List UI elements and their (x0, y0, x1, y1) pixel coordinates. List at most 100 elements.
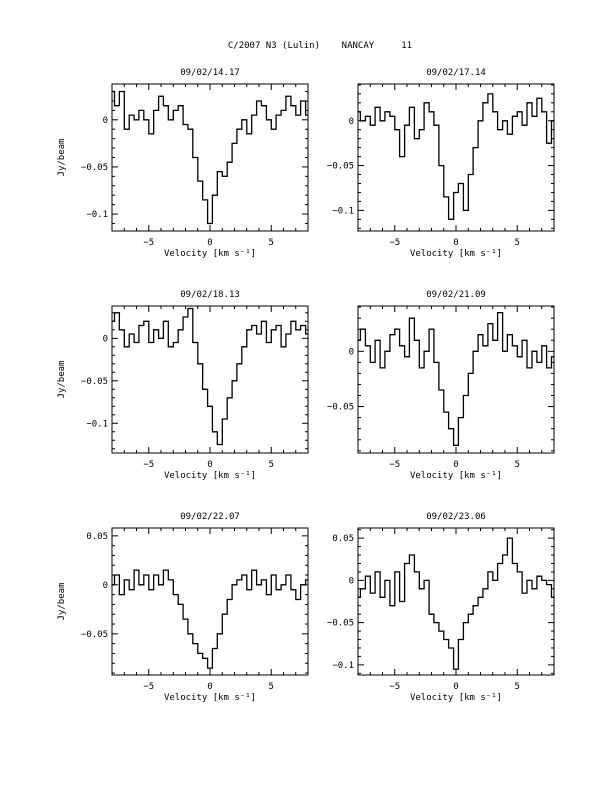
data-point (155, 109, 157, 111)
data-point (533, 115, 536, 117)
data-point (145, 320, 147, 322)
data-point (421, 588, 423, 590)
data-point (509, 133, 511, 135)
data-point (450, 218, 452, 220)
data-point (548, 584, 550, 586)
data-point (204, 657, 206, 659)
x-tick-label: 0 (453, 682, 458, 692)
data-point (494, 111, 496, 113)
data-point (170, 579, 172, 581)
data-point (357, 596, 359, 598)
panel-title: 09/02/23.06 (426, 512, 486, 522)
data-point (243, 346, 245, 348)
data-point (126, 346, 128, 348)
spectrum-line (358, 93, 554, 220)
data-point (273, 574, 275, 576)
data-point (111, 584, 113, 586)
data-point (538, 97, 540, 99)
data-point (367, 575, 369, 577)
data-point (440, 165, 442, 167)
data-point (126, 579, 128, 581)
data-point (553, 596, 555, 598)
y-tick-label: 0 (103, 334, 108, 344)
data-point (460, 417, 462, 419)
data-point (248, 589, 250, 591)
x-tick-label: 0 (207, 682, 212, 692)
data-point (455, 668, 457, 670)
data-point (519, 111, 521, 113)
data-point (302, 584, 304, 586)
data-point (533, 350, 536, 352)
data-point (411, 106, 413, 108)
data-point (248, 329, 250, 331)
data-point (268, 594, 270, 596)
y-axis-label: Jy/beam (57, 139, 67, 177)
data-point (543, 111, 545, 113)
data-point (367, 345, 369, 347)
data-point (165, 105, 167, 107)
data-point (140, 324, 142, 327)
x-tick-label: 0 (453, 460, 458, 470)
plot-frame (357, 527, 555, 676)
x-tick-label: 0 (207, 460, 212, 470)
data-point (426, 102, 428, 104)
data-point (307, 333, 309, 335)
data-point (145, 574, 147, 576)
data-point (524, 339, 526, 341)
data-point (372, 361, 374, 363)
data-point (209, 667, 211, 669)
data-point (184, 618, 187, 620)
y-tick-label: 0 (349, 117, 354, 127)
y-tick-label: −0.1 (86, 419, 108, 429)
y-tick-label: 0 (349, 576, 354, 586)
x-tick-label: −5 (389, 460, 400, 470)
data-point (416, 339, 418, 341)
spectrum-line (358, 311, 554, 446)
data-point (175, 341, 177, 344)
x-axis-label: Velocity [km s⁻¹] (164, 693, 256, 703)
data-point (440, 630, 442, 632)
data-point (116, 574, 118, 576)
data-point (233, 380, 236, 382)
data-point (440, 389, 442, 391)
data-point (479, 596, 482, 598)
plot-frame (111, 305, 309, 454)
data-point (519, 356, 521, 358)
panels-group: −5 0 5 0 −0.05 −0.1 09/02/14.17 Velocity [km s⁻… (57, 68, 555, 703)
data-point (278, 589, 280, 591)
data-point (282, 346, 285, 348)
data-point (377, 339, 379, 341)
x-axis-label: Velocity [km s⁻¹] (164, 471, 256, 481)
data-point (548, 142, 550, 144)
data-point (538, 361, 540, 363)
data-point (302, 100, 304, 102)
data-point (357, 339, 359, 341)
data-point (396, 571, 398, 573)
y-axis-label: Jy/beam (57, 361, 67, 399)
data-point (160, 95, 162, 97)
x-tick-label: 0 (207, 238, 212, 248)
data-point (258, 584, 260, 586)
data-point (484, 102, 486, 104)
data-point (475, 350, 477, 352)
data-point (543, 345, 545, 347)
spectrum-panel-3: −5 0 5 0 −0.05 −0.1 09/02/18.13 Velocity [km s⁻… (57, 290, 309, 481)
data-point (175, 109, 177, 111)
panel-title: 09/02/14.17 (180, 68, 240, 78)
data-point (160, 337, 162, 339)
data-point (131, 589, 133, 591)
y-axis-label: Jy/beam (57, 583, 67, 621)
data-point (426, 579, 428, 582)
x-tick-label: 5 (269, 682, 274, 692)
data-point (224, 418, 226, 420)
data-point (121, 594, 123, 596)
data-point (268, 119, 270, 121)
data-point (175, 594, 177, 596)
spectrum-line (112, 90, 308, 225)
data-point (465, 622, 467, 624)
data-point (170, 346, 172, 348)
x-tick-label: 0 (453, 238, 458, 248)
data-point (219, 633, 221, 635)
data-point (263, 579, 265, 581)
data-point (435, 124, 437, 126)
